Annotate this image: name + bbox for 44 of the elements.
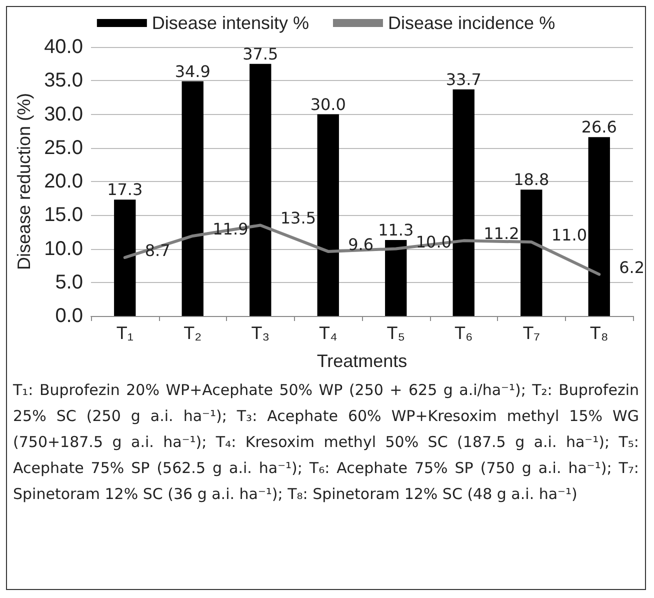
bar (250, 64, 272, 316)
x-tick-label: T₇ (522, 323, 540, 343)
bar (520, 190, 542, 316)
bar (317, 114, 339, 316)
data-label: 6.2 (619, 258, 645, 277)
data-label: 33.7 (446, 70, 482, 89)
y-tick-label: 5.0 (55, 271, 83, 294)
x-tick-label: T₄ (318, 323, 338, 343)
line-series (123, 224, 601, 276)
data-label: 34.9 (174, 62, 210, 81)
y-tick-label: 35.0 (44, 70, 83, 92)
x-tick-label: T₁ (116, 323, 134, 343)
data-label: 11.2 (484, 224, 520, 244)
y-axis-title: Disease reduction (%) (14, 92, 34, 270)
bar (114, 200, 136, 316)
legend-label: Disease intensity % (152, 13, 309, 33)
bar (385, 240, 407, 316)
y-tick-label: 10.0 (44, 238, 83, 260)
x-tick-label: T₈ (590, 323, 608, 343)
data-label: 9.6 (348, 234, 374, 254)
data-label: 11.0 (551, 226, 587, 245)
data-label: 30.0 (310, 94, 346, 114)
y-tick-label: 40.0 (44, 36, 83, 58)
bar (182, 81, 204, 316)
y-tick-label: 25.0 (44, 136, 83, 159)
data-label: 18.8 (514, 170, 550, 190)
y-tick-label: 30.0 (44, 103, 83, 126)
x-tick-label: T₅ (386, 323, 405, 343)
data-label: 37.5 (242, 44, 278, 64)
data-label: 17.3 (107, 180, 143, 200)
bar (452, 89, 474, 316)
y-tick-label: 15.0 (44, 204, 83, 226)
y-tick-label: 20.0 (44, 170, 83, 192)
text: T₁: Buprofezin 20% WP+Acephate 50% WP (250 + 625 g a.i/ha⁻¹); T₂: Buprofezin 25% SC (250 g a.i. ha⁻¹); T₃: Acephate 60% WP+Kresoxim methyl 15% WG (750+187.5 g a.i. ha⁻¹); T₄: Kresoxim methyl 50% SC (187.5 g a.i. ha⁻¹); T₅: Acephate 75% SP (562.5 g a.i. ha⁻¹); T₆: Acephate 75% SP (750 g a.i. ha⁻¹); T₇: Spinetoram 12% SC (36 g a.i. ha⁻¹); T₈: Spinetoram 12% SC (48 g a.i. ha⁻¹) (13, 380, 639, 505)
x-tick-label: T₂ (184, 323, 202, 343)
x-axis-title: Treatments (316, 351, 408, 371)
y-tick-label: 0.0 (55, 305, 83, 327)
data-label: 13.5 (280, 208, 316, 228)
legend-label: Disease incidence % (388, 13, 556, 33)
x-tick-label: T₃ (251, 323, 270, 343)
bar (588, 137, 610, 316)
data-label: 11.3 (378, 220, 414, 240)
data-label: 26.6 (581, 118, 617, 137)
x-tick-label: T₆ (454, 323, 473, 343)
